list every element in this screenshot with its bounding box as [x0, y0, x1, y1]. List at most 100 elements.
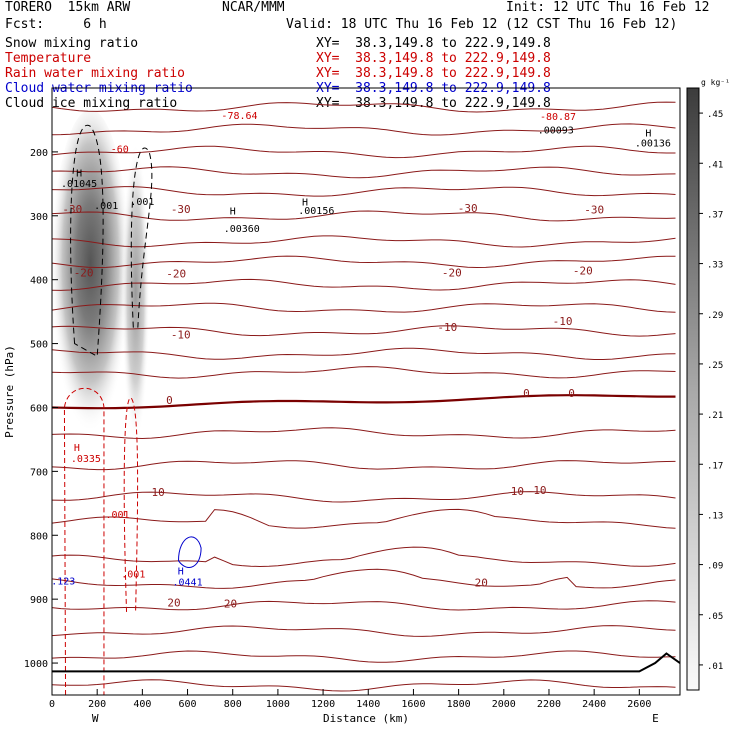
annotation-label: .00156	[298, 206, 334, 217]
isotherm-line	[51, 145, 676, 159]
colorbar-tick-label: .37	[707, 210, 723, 220]
colorbar-tick-label: .29	[707, 311, 723, 321]
y-axis-label: Pressure (hPa)	[3, 345, 16, 438]
snow-contour-secondary	[130, 147, 153, 328]
isotherm-label: -30	[584, 203, 604, 216]
colorbar-tick-label: .45	[707, 110, 723, 120]
annotation-label: .001	[105, 510, 129, 521]
y-tick-label: 200	[30, 148, 48, 159]
x-tick-label: 200	[88, 699, 106, 710]
x-tick-label: 600	[179, 699, 197, 710]
isotherm-line	[51, 546, 676, 568]
annotation-label: .0441	[172, 577, 202, 588]
x-tick-label: 1200	[311, 699, 335, 710]
colorbar	[686, 87, 700, 691]
colorbar-tick-label: .01	[707, 662, 723, 672]
isotherm-label: -30	[171, 203, 191, 216]
y-tick-label: 300	[30, 212, 48, 223]
terrain-line	[52, 652, 681, 673]
annotation-label: .123	[51, 577, 75, 588]
isotherm-line	[51, 278, 676, 291]
annotation-label: .0335	[71, 454, 101, 465]
colorbar-unit: g kg⁻¹	[701, 78, 730, 87]
colorbar-tick-label: .05	[707, 612, 723, 622]
x-tick-label: 1400	[356, 699, 380, 710]
isotherm-line	[51, 491, 676, 503]
annotation-label: -80.87	[540, 112, 576, 123]
field-temperature: Temperature	[5, 51, 92, 66]
valid-time: Valid: 18 UTC Thu 16 Feb 12 (12 CST Thu …	[286, 17, 678, 32]
x-tick-label: 2600	[627, 699, 651, 710]
isotherm-label: -10	[553, 315, 573, 328]
annotation-label: .001	[130, 197, 154, 208]
isotherm-line	[51, 650, 676, 663]
x-tick-label: 0	[49, 699, 55, 710]
y-tick-label: 1000	[24, 659, 48, 670]
isotherm-line	[51, 325, 676, 337]
isotherm-line	[51, 302, 676, 313]
isotherm-label: 10	[152, 486, 165, 499]
annotation-label: H	[645, 129, 651, 140]
field-rain: Rain water mixing ratio	[5, 66, 186, 81]
annotation-label: .00360	[224, 224, 260, 235]
annotation-label: H	[74, 443, 80, 454]
x-tick-label: 1600	[401, 699, 425, 710]
isotherm-line	[51, 186, 676, 197]
isotherm-line	[51, 679, 676, 692]
east-label: E	[652, 712, 659, 725]
isotherm-line	[51, 427, 676, 440]
x-tick-label: 2400	[582, 699, 606, 710]
isotherm-line	[51, 508, 676, 529]
y-tick-label: 500	[30, 340, 48, 351]
isotherm-label: -20	[442, 267, 462, 280]
isotherm-line	[51, 123, 676, 136]
isotherm-line	[51, 568, 676, 589]
annotation-label: H	[302, 198, 308, 209]
annotation-label: H	[230, 207, 236, 218]
annotation-label: .001	[121, 570, 145, 581]
isotherm-label: -20	[74, 267, 94, 280]
snow-shading-core	[50, 109, 131, 450]
org-label: NCAR/MMM	[222, 0, 285, 15]
rain-contour-secondary	[123, 397, 139, 612]
isotherm-label: -20	[573, 265, 593, 278]
field-cloud-ice: Cloud ice mixing ratio	[5, 96, 178, 111]
colorbar-tick-label: .09	[707, 562, 723, 572]
y-tick-label: 800	[30, 531, 48, 542]
field-snow: Snow mixing ratio	[5, 36, 139, 51]
rain-contour-main	[63, 387, 105, 696]
colorbar-tick-label: .33	[707, 261, 723, 271]
isotherm-line	[51, 235, 676, 248]
isotherm-line	[51, 625, 676, 637]
isotherm-label: 0	[166, 394, 173, 407]
x-tick-label: 2000	[492, 699, 516, 710]
isotherm-label: -30	[458, 202, 478, 215]
annotation-label: .001	[94, 201, 118, 212]
field-temperature-xy: XY= 38.3,149.8 to 222.9,149.8	[316, 51, 551, 66]
isotherm-zero-line	[51, 394, 676, 410]
annotation-label: -78.64	[221, 111, 257, 122]
y-tick-label: 700	[30, 467, 48, 478]
isotherm-line	[51, 210, 676, 222]
y-tick-label: 900	[30, 595, 48, 606]
isotherm-line	[51, 101, 676, 113]
field-rain-xy: XY= 38.3,149.8 to 222.9,149.8	[316, 66, 551, 81]
isotherm-label: -30	[62, 203, 82, 216]
plot-frame	[51, 87, 681, 696]
x-tick-label: 2200	[537, 699, 561, 710]
colorbar-tick-label: .13	[707, 511, 723, 521]
west-label: W	[92, 712, 99, 725]
x-tick-label: 1000	[266, 699, 290, 710]
isotherm-label: 20	[167, 596, 180, 609]
colorbar-tick-label: .21	[707, 411, 723, 421]
isotherm-label: 10	[511, 485, 524, 498]
isotherm-label: 0	[568, 387, 575, 400]
isotherm-line	[51, 366, 676, 379]
x-tick-label: 400	[133, 699, 151, 710]
y-tick-label: 400	[30, 276, 48, 287]
x-tick-label: 800	[224, 699, 242, 710]
annotation-label: .00136	[635, 138, 671, 149]
isotherm-label: -10	[171, 329, 191, 342]
y-tick-label: 600	[30, 403, 48, 414]
